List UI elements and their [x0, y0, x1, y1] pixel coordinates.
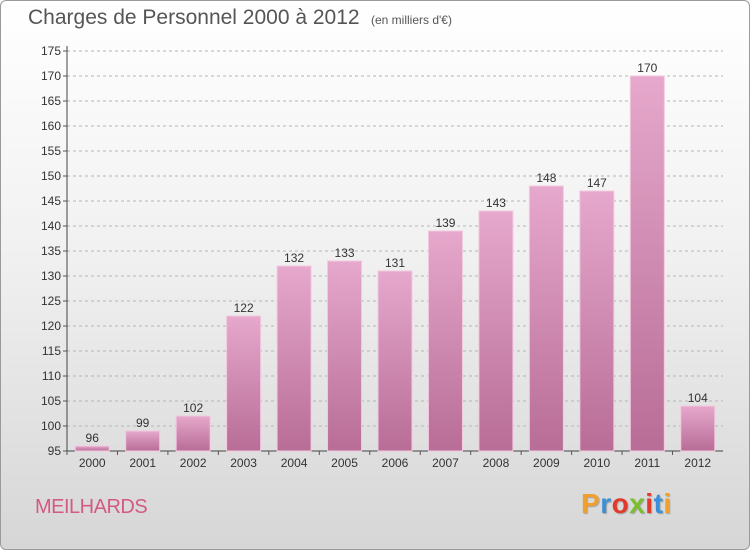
y-tick-label: 95	[48, 444, 62, 458]
bar-2000	[74, 445, 110, 452]
labels: 96 2000 99 2001 102 2002 122 2003 132 2004 133 2005…	[79, 61, 712, 470]
x-tick-label-2003: 2003	[230, 456, 257, 470]
data-label-2002: 102	[183, 401, 203, 415]
brand-letter: x	[629, 488, 646, 519]
data-label-2012: 104	[688, 391, 708, 405]
y-tick-label: 170	[41, 69, 61, 83]
y-tick-label: 115	[42, 344, 61, 358]
data-label-2003: 122	[234, 301, 254, 315]
chart-subtitle: (en milliers d'€)	[371, 13, 452, 27]
x-tick-label-2004: 2004	[281, 456, 308, 470]
y-tick-label: 110	[42, 369, 61, 383]
x-tick-label-2001: 2001	[129, 456, 156, 470]
y-tick-label: 145	[41, 194, 61, 208]
x-tick-label-2012: 2012	[684, 456, 711, 470]
chart-title: Charges de Personnel 2000 à 2012	[28, 6, 360, 29]
bar-2005	[327, 260, 363, 452]
bar-2002	[175, 415, 211, 452]
brand-letter: r	[600, 488, 612, 519]
y-tick-label: 155	[41, 144, 61, 158]
bar-2006	[377, 270, 413, 452]
data-label-2010: 147	[587, 176, 607, 190]
brand-letter: P	[581, 488, 601, 519]
bar-2004	[276, 265, 312, 452]
y-tick-label: 120	[41, 319, 61, 333]
x-tick-label-2009: 2009	[533, 456, 560, 470]
data-label-2001: 99	[136, 416, 150, 430]
data-label-2009: 148	[536, 171, 556, 185]
location-name: MEILHARDS	[35, 496, 148, 518]
data-label-2000: 96	[86, 431, 100, 445]
x-tick-label-2002: 2002	[180, 456, 207, 470]
y-tick-label: 130	[41, 269, 61, 283]
data-label-2007: 139	[435, 216, 455, 230]
y-tick-label: 100	[41, 419, 61, 433]
bar-2008	[478, 210, 514, 452]
y-tick-label: 140	[41, 219, 61, 233]
x-tick-label-2010: 2010	[583, 456, 610, 470]
brand-letter: t	[653, 488, 664, 519]
bar-2012	[680, 405, 716, 452]
data-label-2011: 170	[637, 61, 657, 75]
y-tick-label: 125	[41, 294, 61, 308]
x-tick-label-2008: 2008	[483, 456, 510, 470]
data-label-2004: 132	[284, 251, 304, 265]
x-tick-label-2005: 2005	[331, 456, 358, 470]
y-tick-label: 160	[41, 119, 61, 133]
bar-2003	[226, 315, 262, 452]
x-tick-label-2007: 2007	[432, 456, 459, 470]
y-tick-label: 135	[41, 244, 61, 258]
brand-logo: Proxiti	[581, 488, 672, 520]
x-tick-label-2006: 2006	[382, 456, 409, 470]
brand-letter: i	[663, 488, 672, 519]
brand-letter: i	[645, 488, 654, 519]
bar-2001	[125, 430, 161, 452]
y-tick-label: 165	[41, 94, 61, 108]
y-tick-label: 105	[41, 394, 61, 408]
bars	[74, 75, 716, 452]
data-label-2005: 133	[335, 246, 355, 260]
x-tick-label-2000: 2000	[79, 456, 106, 470]
bar-2007	[427, 230, 463, 452]
y-tick-label: 175	[41, 44, 61, 58]
data-label-2006: 131	[385, 256, 405, 270]
bar-2009	[528, 185, 564, 452]
y-tick-label: 150	[41, 169, 61, 183]
x-tick-label-2011: 2011	[634, 456, 660, 470]
data-label-2008: 143	[486, 196, 506, 210]
bar-2011	[629, 75, 665, 452]
brand-letter: o	[611, 488, 630, 519]
bar-2010	[579, 190, 615, 452]
